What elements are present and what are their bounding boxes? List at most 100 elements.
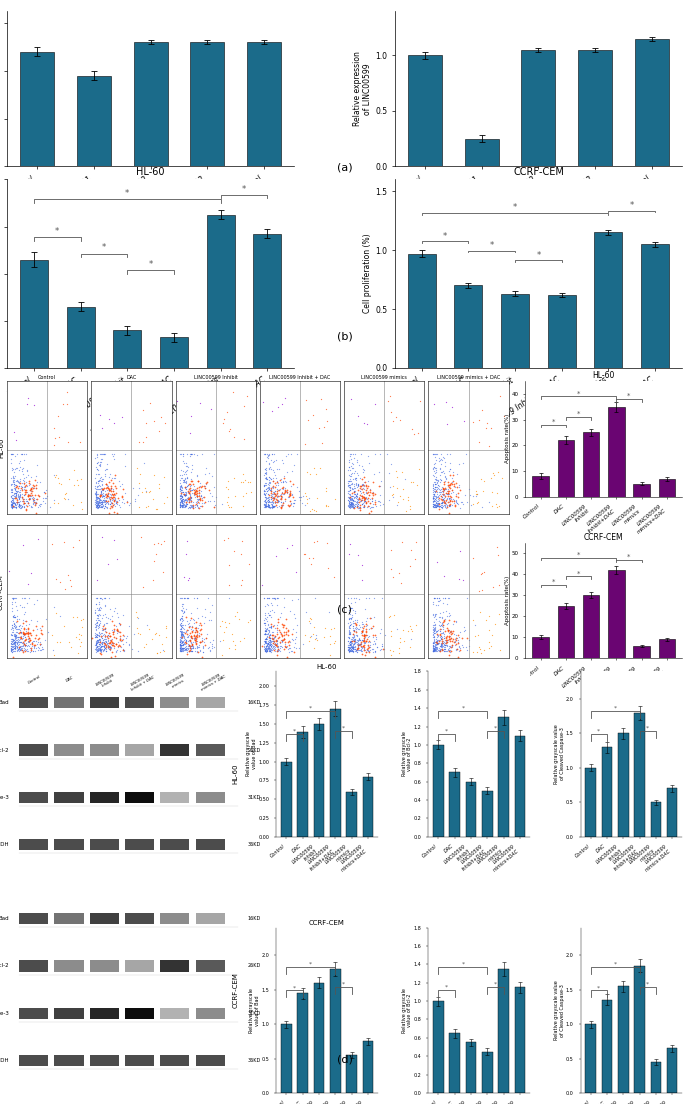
Point — [14, 643, 25, 660]
Point — [175, 493, 186, 511]
Point — [350, 491, 361, 509]
Point — [431, 496, 442, 513]
Point — [269, 484, 280, 501]
Point — [343, 478, 354, 496]
Point — [393, 639, 404, 657]
Bar — [557, 606, 574, 658]
Point — [107, 490, 119, 508]
Point — [263, 635, 274, 652]
Point — [285, 634, 296, 651]
Point — [367, 640, 378, 658]
Point — [97, 470, 108, 488]
Point — [347, 480, 358, 498]
Point — [269, 619, 280, 637]
Point — [434, 631, 445, 649]
Point — [433, 641, 444, 659]
Point — [359, 626, 370, 644]
Point — [282, 640, 294, 658]
Point — [308, 549, 319, 566]
Point — [175, 486, 186, 503]
Point — [355, 631, 366, 649]
Point — [238, 429, 249, 447]
Point — [9, 634, 20, 651]
Point — [264, 638, 275, 656]
Point — [427, 488, 438, 506]
Point — [273, 492, 284, 510]
Bar — [585, 768, 596, 837]
Point — [103, 480, 114, 498]
Point — [237, 466, 248, 484]
Point — [435, 496, 446, 513]
Point — [194, 634, 205, 651]
Point — [102, 489, 113, 507]
Point — [353, 477, 364, 495]
Bar — [633, 484, 650, 497]
Point — [356, 641, 367, 659]
Text: LINC00599
mimics + DAC: LINC00599 mimics + DAC — [198, 670, 227, 692]
Point — [6, 498, 17, 516]
Point — [298, 487, 309, 505]
Point — [7, 631, 18, 649]
Point — [175, 478, 186, 496]
Text: *: * — [494, 981, 497, 987]
Point — [442, 633, 453, 650]
Point — [94, 636, 105, 654]
Point — [278, 469, 289, 487]
Point — [348, 498, 359, 516]
Point — [357, 613, 368, 630]
Point — [260, 498, 271, 516]
Point — [440, 636, 451, 654]
Point — [144, 620, 155, 638]
Point — [223, 497, 234, 514]
Point — [299, 485, 310, 502]
Point — [11, 631, 22, 649]
Point — [17, 624, 28, 641]
Point — [267, 498, 278, 516]
Point — [21, 613, 32, 630]
Point — [9, 627, 20, 645]
Point — [353, 489, 364, 507]
Point — [444, 496, 455, 513]
Point — [263, 616, 274, 634]
Point — [260, 633, 271, 650]
Point — [259, 616, 270, 634]
Point — [433, 613, 444, 630]
Point — [265, 639, 276, 657]
Point — [435, 625, 446, 643]
Point — [96, 638, 107, 656]
Point — [17, 535, 28, 553]
Point — [271, 637, 282, 655]
Point — [446, 469, 457, 487]
Point — [427, 459, 438, 477]
Point — [223, 556, 234, 574]
Point — [444, 606, 455, 624]
Point — [427, 479, 438, 497]
Point — [91, 491, 102, 509]
Point — [429, 636, 440, 654]
Text: LINC00599
Inhibit: LINC00599 Inhibit — [95, 672, 118, 690]
Point — [344, 535, 356, 553]
Point — [427, 633, 438, 650]
Point — [112, 608, 123, 626]
Point — [273, 492, 284, 510]
Point — [191, 622, 202, 639]
Point — [272, 485, 283, 502]
Point — [93, 629, 104, 647]
Point — [177, 597, 188, 615]
Point — [351, 476, 362, 493]
Point — [92, 477, 103, 495]
Point — [269, 484, 280, 501]
Point — [446, 481, 457, 499]
Point — [189, 629, 200, 647]
Point — [8, 489, 19, 507]
Point — [64, 634, 75, 651]
Point — [452, 488, 463, 506]
Point — [275, 493, 286, 511]
Point — [176, 466, 187, 484]
Point — [123, 636, 134, 654]
Point — [361, 493, 372, 511]
Point — [263, 478, 274, 496]
Point — [176, 492, 187, 510]
Point — [356, 615, 367, 633]
Point — [437, 641, 448, 659]
